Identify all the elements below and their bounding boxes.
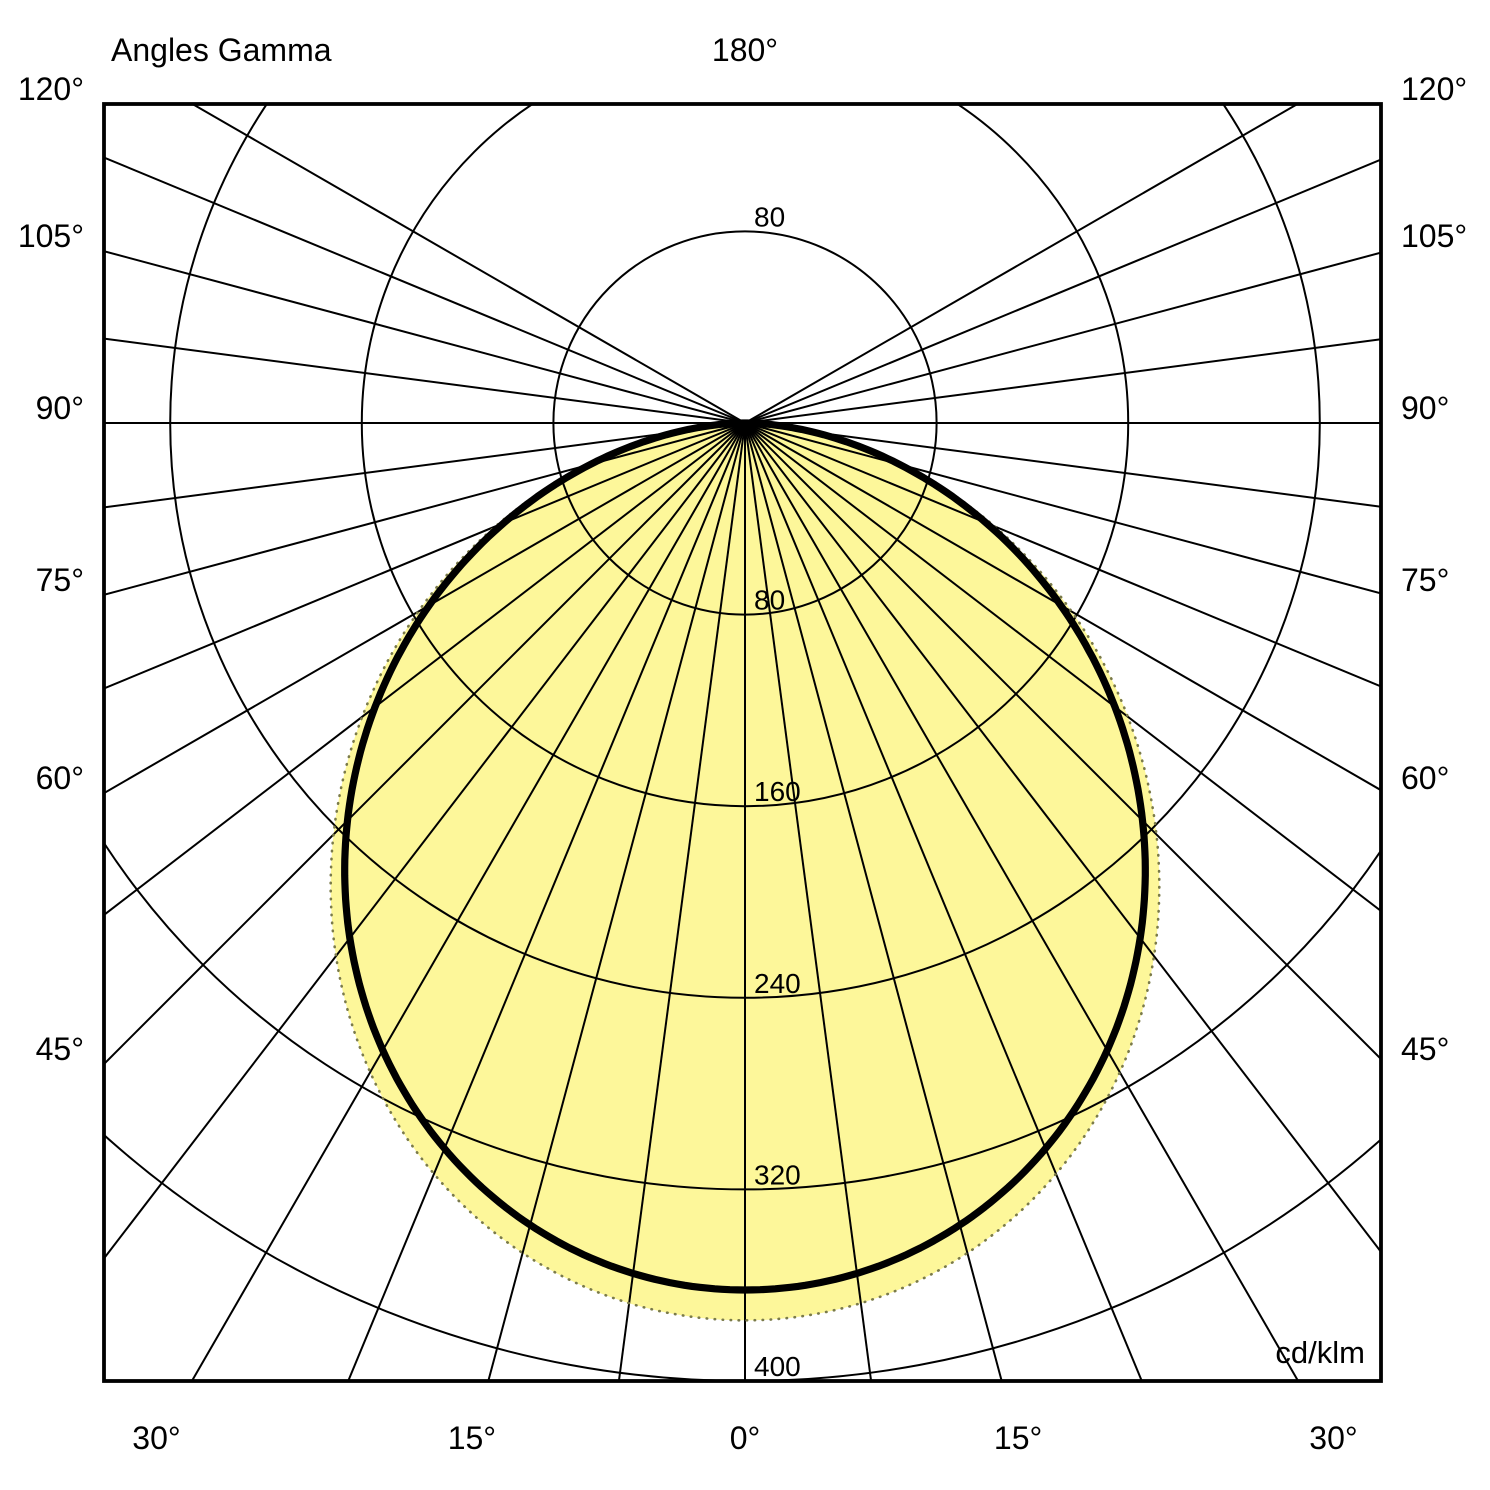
svg-text:15°: 15° [994,1420,1042,1456]
svg-text:30°: 30° [1309,1420,1357,1456]
svg-text:120°: 120° [1401,71,1467,107]
svg-text:105°: 105° [18,218,84,254]
svg-text:15°: 15° [448,1420,496,1456]
svg-text:160: 160 [754,776,801,807]
svg-text:75°: 75° [1401,562,1449,598]
svg-text:75°: 75° [36,562,84,598]
svg-text:Angles Gamma: Angles Gamma [111,32,332,68]
svg-text:105°: 105° [1401,218,1467,254]
svg-text:80: 80 [754,201,785,232]
svg-text:cd/klm: cd/klm [1275,1335,1365,1370]
svg-text:400: 400 [754,1351,801,1382]
svg-text:45°: 45° [36,1031,84,1067]
svg-text:90°: 90° [36,390,84,426]
svg-text:45°: 45° [1401,1031,1449,1067]
svg-text:180°: 180° [712,32,778,68]
svg-text:80: 80 [754,585,785,616]
svg-text:0°: 0° [730,1420,761,1456]
svg-text:30°: 30° [132,1420,180,1456]
svg-text:320: 320 [754,1159,801,1190]
svg-text:60°: 60° [1401,760,1449,796]
svg-text:120°: 120° [18,71,84,107]
svg-text:90°: 90° [1401,390,1449,426]
svg-text:240: 240 [754,968,801,999]
svg-text:60°: 60° [36,760,84,796]
